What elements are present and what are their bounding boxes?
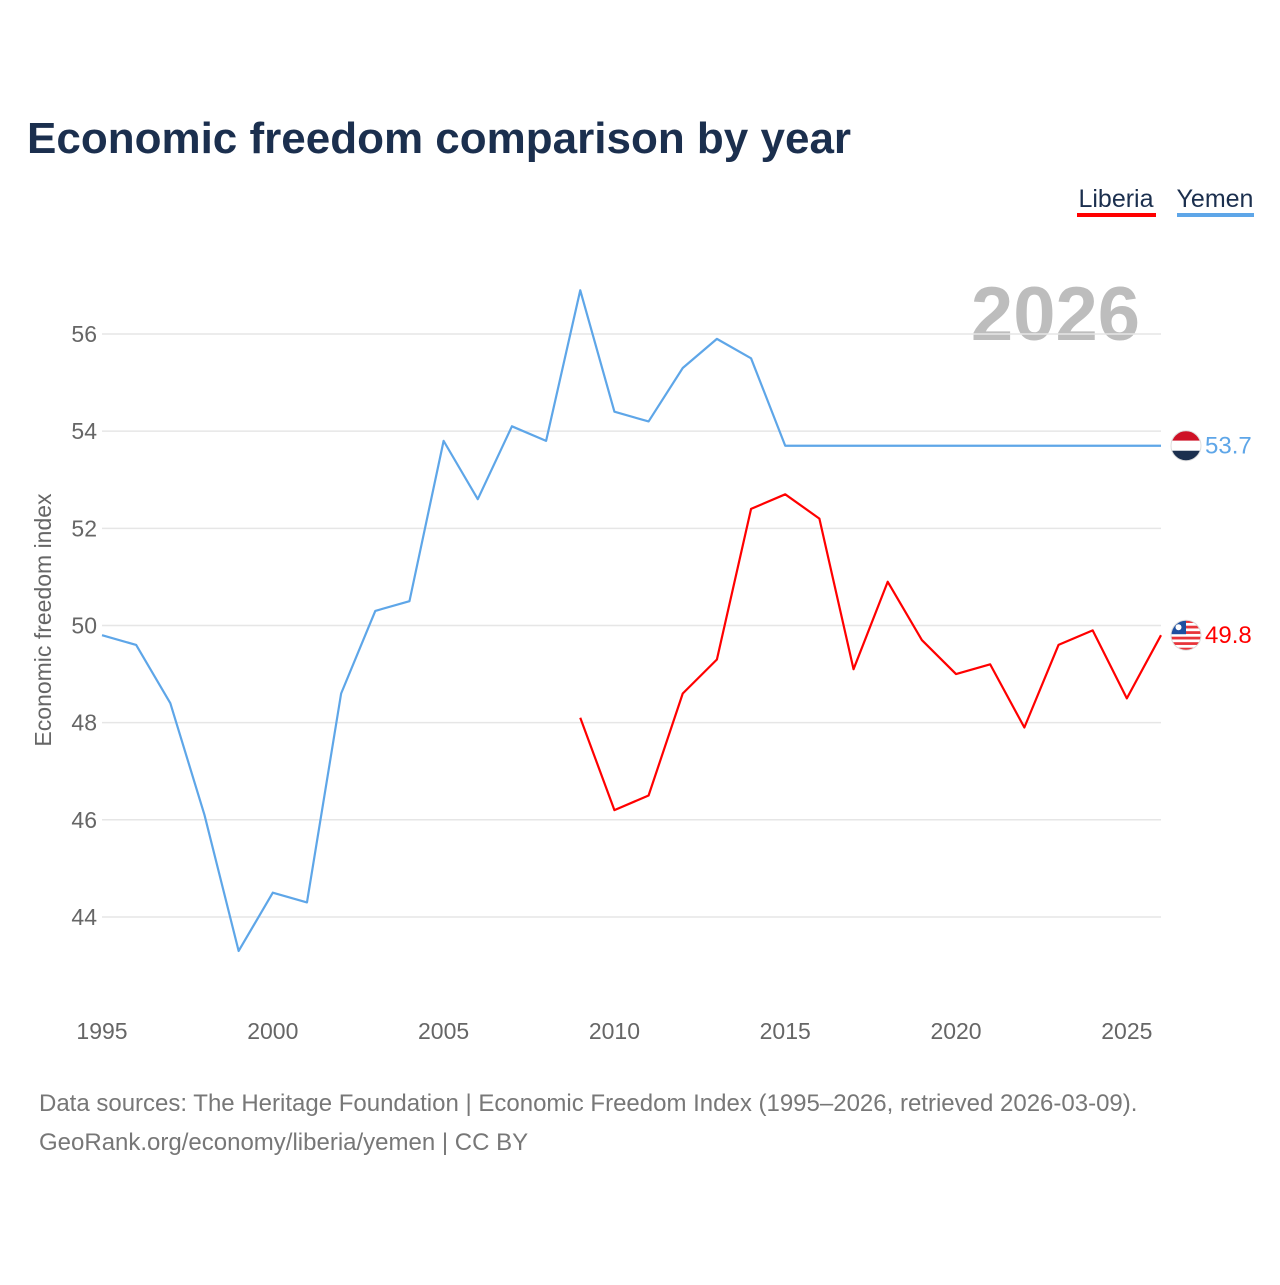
y-tick-label: 50: [71, 612, 97, 638]
footer-credit[interactable]: GeoRank.org/economy/liberia/yemen | CC B…: [39, 1129, 528, 1156]
x-tick-label: 2010: [589, 1018, 640, 1044]
x-tick-label: 2000: [247, 1018, 298, 1044]
end-value-yemen: 53.7: [1205, 433, 1252, 460]
flag-icon-yemen: [1170, 430, 1202, 462]
legend-item-liberia[interactable]: Liberia: [1077, 185, 1156, 217]
x-tick-label: 2005: [418, 1018, 469, 1044]
x-tick-label: 1995: [76, 1018, 127, 1044]
year-watermark: 2026: [971, 272, 1140, 357]
flag-icon-liberia: [1170, 619, 1202, 651]
series-line-yemen: [101, 289, 1161, 953]
y-tick-label: 52: [71, 515, 97, 541]
legend-item-yemen[interactable]: Yemen: [1177, 185, 1254, 217]
y-tick-label: 56: [71, 321, 97, 347]
legend-label-yemen: Yemen: [1177, 185, 1254, 213]
x-tick-label: 2025: [1101, 1018, 1152, 1044]
y-tick-label: 44: [71, 904, 97, 930]
footer-source: Data sources: The Heritage Foundation | …: [39, 1090, 1137, 1117]
x-tick-label: 2015: [760, 1018, 811, 1044]
legend-swatch-yemen: [1177, 213, 1254, 217]
y-tick-label: 46: [71, 807, 97, 833]
end-value-liberia: 49.8: [1205, 622, 1252, 649]
y-tick-label: 54: [71, 418, 97, 444]
legend-label-liberia: Liberia: [1078, 185, 1153, 213]
y-axis-label: Economic freedom index: [30, 493, 56, 747]
x-tick-label: 2020: [930, 1018, 981, 1044]
chart-title: Economic freedom comparison by year: [27, 114, 851, 163]
legend: Liberia Yemen: [1077, 185, 1254, 217]
legend-swatch-liberia: [1077, 213, 1156, 217]
series-line-liberia: [579, 493, 1162, 812]
y-tick-label: 48: [71, 710, 97, 736]
